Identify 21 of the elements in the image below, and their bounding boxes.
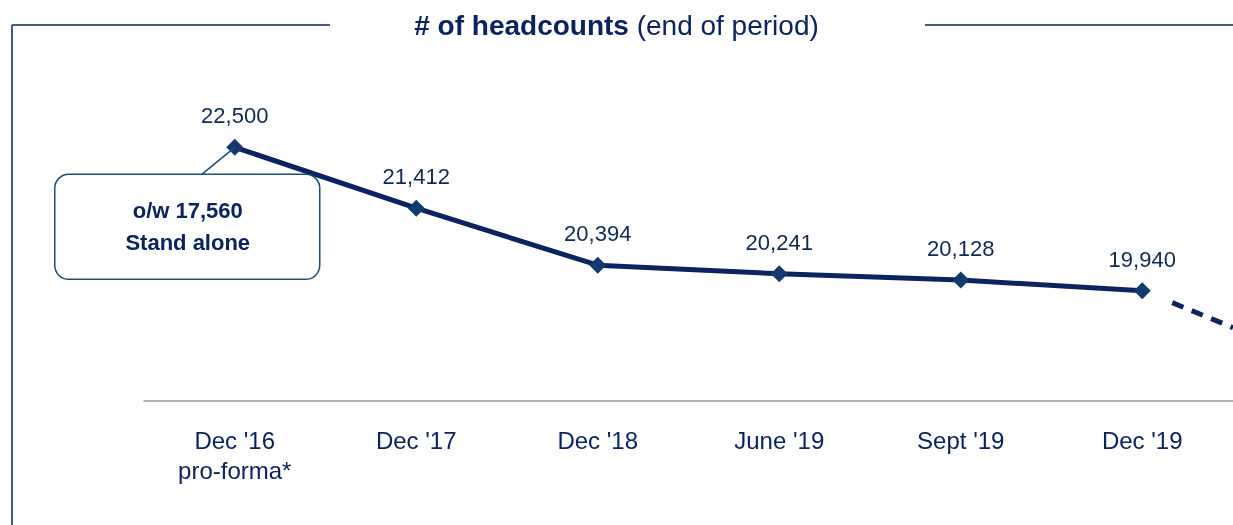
x-tick-label: Dec '18 [557,426,639,454]
data-label: 20,128 [927,236,995,262]
data-label: 21,412 [382,164,450,190]
data-label: 20,394 [564,221,632,247]
annotation: o/w 17,560 Stand alone [125,198,251,256]
x-tick-label: Dec '17 [375,426,457,454]
chart-title: # of headcounts [414,9,629,41]
x-tick-label: June '19 [734,426,825,454]
point [589,256,607,274]
x-tick-label: Sept '19 [917,426,1005,454]
data-label: 20,241 [745,229,813,255]
point [407,199,425,217]
x-tick-label: Dec '16 pro-forma* [178,426,292,484]
data-label: 19,940 [1108,246,1176,272]
point [770,265,788,283]
point [1133,282,1151,300]
point [952,271,970,289]
chart-subtitle: (end of period) [628,9,819,41]
data-label: 22,500 [201,103,269,129]
x-tick-label: Dec '19 [1101,426,1183,454]
point [226,138,244,156]
